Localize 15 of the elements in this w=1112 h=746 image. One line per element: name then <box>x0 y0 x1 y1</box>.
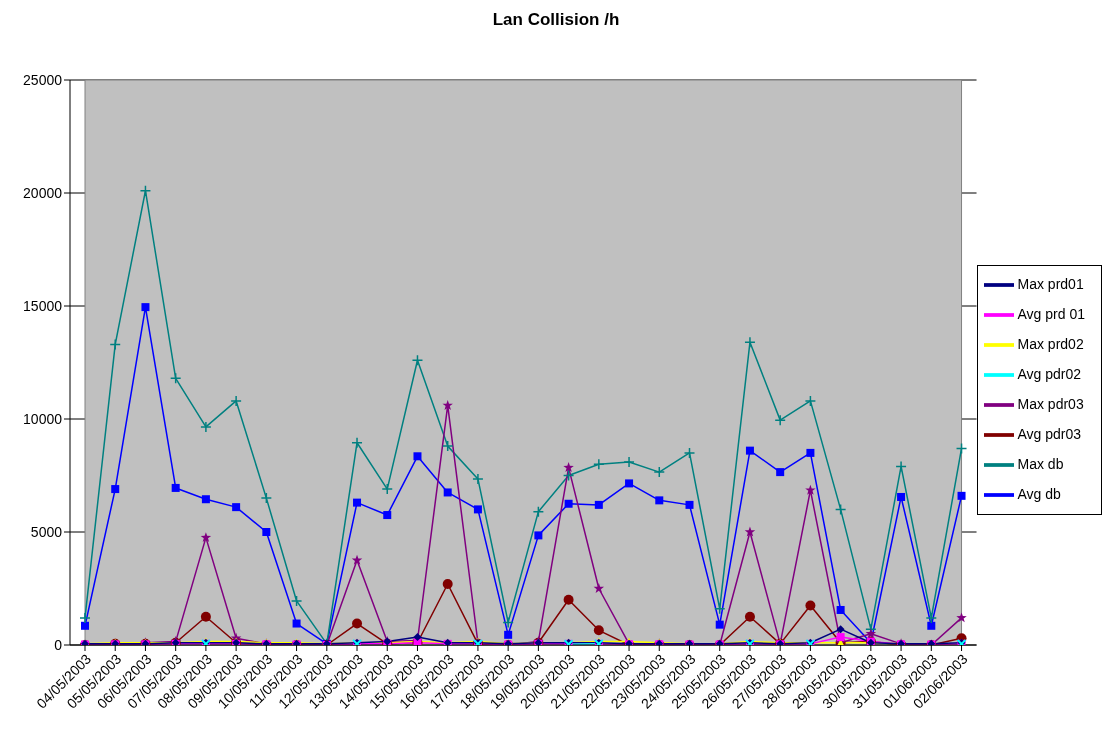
legend-label: Avg pdr03 <box>1017 425 1082 442</box>
y-tick-label: 20000 <box>23 184 63 201</box>
y-tick-label: 10000 <box>23 410 63 427</box>
y-tick-label: 15000 <box>23 297 63 314</box>
legend-label: Avg pdr02 <box>1017 365 1082 382</box>
legend-label: Max db <box>1017 455 1064 472</box>
y-tick-label: 0 <box>54 636 63 653</box>
legend-label: Avg prd 01 <box>1017 305 1085 322</box>
legend-label: Max prd02 <box>1017 335 1084 352</box>
legend-label: Max pdr03 <box>1017 395 1084 412</box>
chart-title: Lan Collision /h <box>491 9 621 31</box>
y-tick-label: 25000 <box>23 71 63 88</box>
legend-label: Avg db <box>1017 485 1061 502</box>
legend-label: Max prd01 <box>1017 275 1084 292</box>
y-tick-label: 5000 <box>30 523 63 540</box>
